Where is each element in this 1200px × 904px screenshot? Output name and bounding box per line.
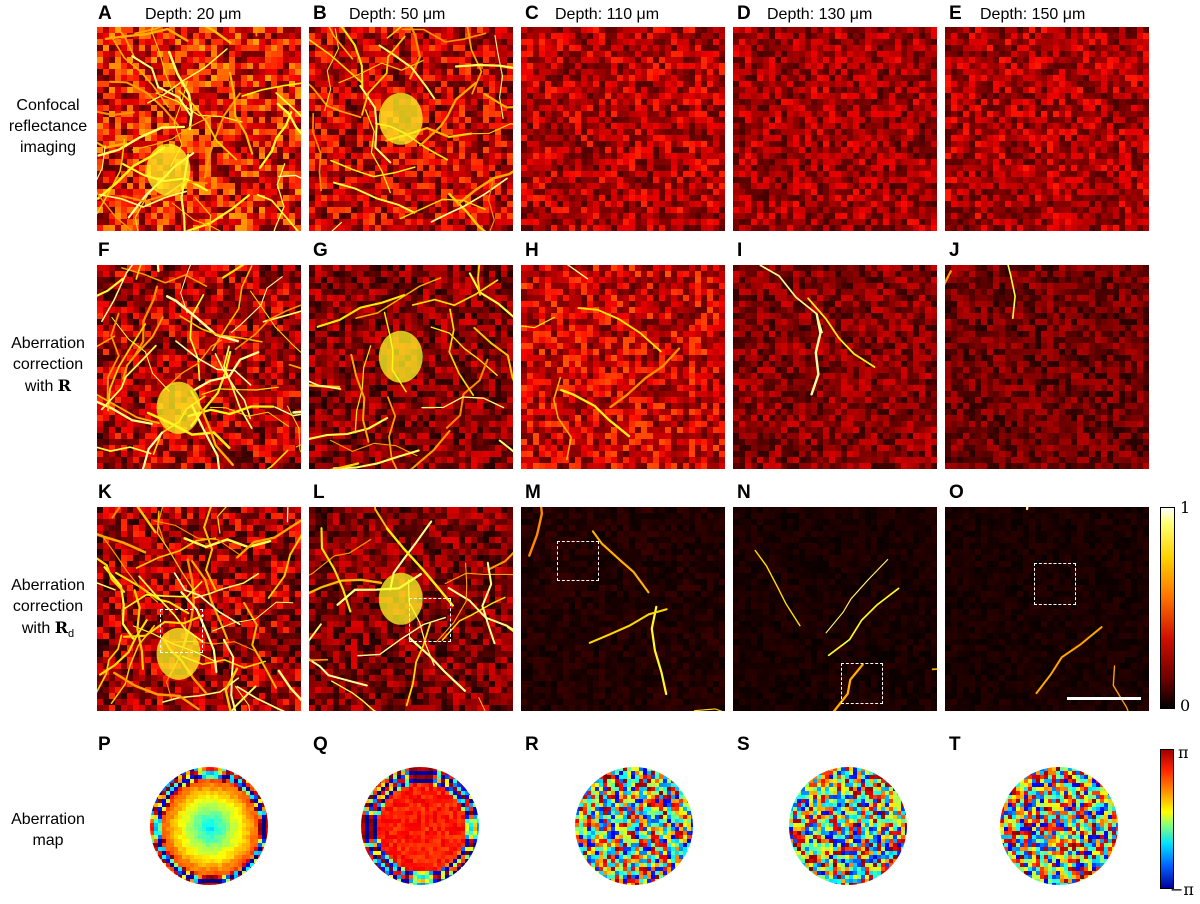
intensity-colorbar — [1160, 507, 1175, 709]
depth-label-a: Depth: 20 μm — [145, 5, 241, 25]
aberration-map-p — [150, 767, 268, 885]
roi-box-k — [160, 609, 203, 653]
phase-max-label: π — [1178, 744, 1189, 762]
panel-letter-i: I — [737, 241, 742, 261]
panel-letter-q: Q — [313, 735, 328, 755]
row-label-confocal: Confocal reflectance imaging — [0, 95, 96, 158]
panel-letter-j: J — [949, 241, 960, 261]
panel-letter-n: N — [737, 483, 751, 503]
panel-letter-c: C — [525, 4, 539, 24]
aberration-map-s — [789, 767, 907, 885]
roi-box-l — [409, 598, 451, 642]
roi-box-m — [557, 541, 599, 581]
phase-min-label: −π — [1170, 881, 1194, 899]
row-label-correction-rd: Aberration correction with Rd — [0, 575, 96, 645]
phase-colorbar — [1160, 749, 1174, 889]
panel-letter-p: P — [98, 735, 111, 755]
aberration-map-q — [361, 767, 479, 885]
depth-label-d: Depth: 130 μm — [767, 5, 872, 25]
depth-label-e: Depth: 150 μm — [980, 5, 1085, 25]
panel-letter-m: M — [525, 483, 541, 503]
colorbar-min-label: 0 — [1180, 697, 1190, 715]
panel-letter-g: G — [313, 241, 328, 261]
roi-box-n — [841, 663, 883, 704]
image-panel-i — [733, 265, 937, 469]
image-panel-d — [733, 27, 937, 231]
image-panel-m — [521, 507, 725, 711]
panel-letter-r: R — [525, 735, 539, 755]
image-panel-c — [521, 27, 725, 231]
row-label-correction-r: Aberration correction with R — [0, 333, 96, 397]
depth-label-b: Depth: 50 μm — [349, 5, 445, 25]
panel-letter-s: S — [737, 735, 750, 755]
image-panel-l — [309, 507, 513, 711]
roi-box-o — [1034, 563, 1076, 605]
depth-label-c: Depth: 110 μm — [555, 5, 659, 25]
image-panel-f — [97, 265, 301, 469]
aberration-map-t — [1000, 767, 1118, 885]
panel-letter-o: O — [949, 483, 964, 503]
panel-letter-d: D — [737, 4, 751, 24]
image-panel-g — [309, 265, 513, 469]
image-panel-e — [945, 27, 1149, 231]
panel-letter-e: E — [949, 4, 962, 24]
panel-letter-l: L — [313, 483, 325, 503]
panel-letter-f: F — [98, 241, 110, 261]
image-panel-n — [733, 507, 937, 711]
row-label-aberration-map: Aberration map — [0, 809, 96, 851]
panel-letter-a: A — [98, 4, 112, 24]
image-panel-h — [521, 265, 725, 469]
image-panel-a — [97, 27, 301, 231]
image-panel-b — [309, 27, 513, 231]
panel-letter-t: T — [949, 735, 961, 755]
colorbar-max-label: 1 — [1180, 499, 1190, 517]
panel-letter-k: K — [98, 483, 112, 503]
image-panel-o — [945, 507, 1149, 711]
image-panel-j — [945, 265, 1149, 469]
panel-letter-h: H — [525, 241, 539, 261]
aberration-map-r — [575, 767, 693, 885]
panel-letter-b: B — [313, 4, 327, 24]
scale-bar — [1067, 697, 1141, 700]
